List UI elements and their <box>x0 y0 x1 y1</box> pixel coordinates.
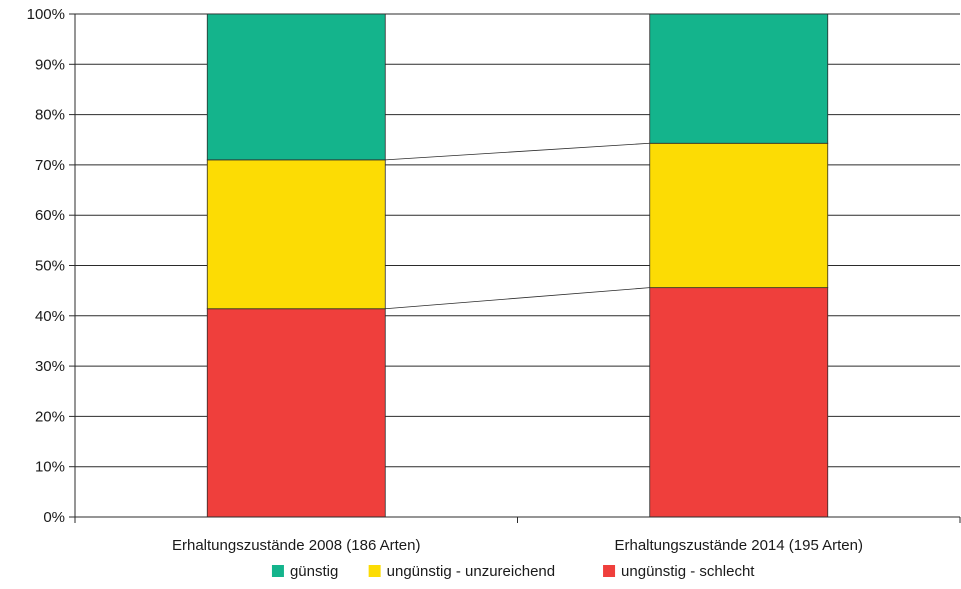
y-tick-label: 30% <box>35 358 65 375</box>
connector-line <box>385 142 650 161</box>
bars <box>206 13 829 518</box>
y-tick-label: 40% <box>35 308 65 325</box>
legend-swatch <box>368 565 381 577</box>
y-tick-label: 90% <box>35 56 65 73</box>
x-category-label: Erhaltungszustände 2008 (186 Arten) <box>172 537 421 554</box>
connector-lines <box>385 142 650 310</box>
legend-label: günstig <box>290 563 338 580</box>
y-tick-label: 80% <box>35 107 65 124</box>
y-tick-label: 50% <box>35 258 65 275</box>
bar-segment <box>206 13 386 161</box>
legend-label: ungünstig - schlecht <box>621 563 755 580</box>
x-category-labels: Erhaltungszustände 2008 (186 Arten) Erhal… <box>172 537 863 554</box>
legend: günstig ungünstig - unzureichend ungünstig… <box>271 563 755 580</box>
bar-segment <box>649 142 829 289</box>
legend-label: ungünstig - unzureichend <box>387 563 555 580</box>
bar-segment <box>206 308 386 518</box>
bar-segment <box>206 159 386 310</box>
y-tick-label: 0% <box>43 509 65 526</box>
y-tick-labels: 0% 10% 20% 30% 40% 50% 60% 70% 80% 90% 100% <box>27 6 65 526</box>
legend-swatch <box>603 565 616 577</box>
y-tick-label: 100% <box>27 6 65 23</box>
y-tick-label: 60% <box>35 207 65 224</box>
axes <box>69 13 961 523</box>
x-category-label: Erhaltungszustände 2014 (195 Arten) <box>614 537 863 554</box>
y-tick-label: 20% <box>35 408 65 425</box>
y-tick-label: 70% <box>35 157 65 174</box>
bar-segment <box>649 13 829 144</box>
bar-segment <box>649 287 829 518</box>
connector-line <box>385 287 650 310</box>
y-tick-label: 10% <box>35 459 65 476</box>
legend-swatch <box>271 565 284 577</box>
